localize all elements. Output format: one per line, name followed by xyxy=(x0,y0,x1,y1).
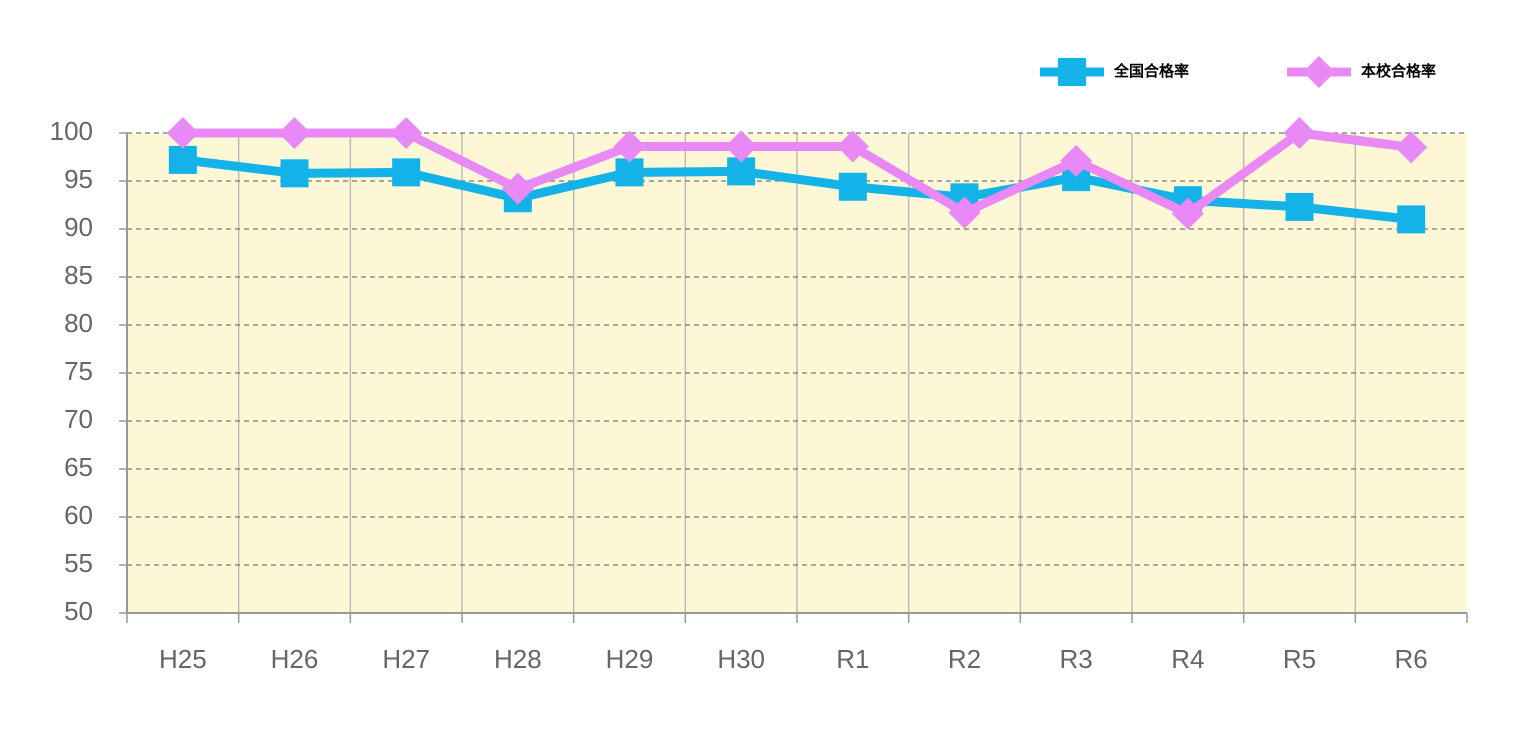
x-tick-label: H25 xyxy=(159,644,207,674)
y-tick-label: 55 xyxy=(64,548,93,578)
y-tick-label: 95 xyxy=(64,164,93,194)
legend-marker xyxy=(1303,56,1335,88)
data-point xyxy=(1285,192,1314,221)
data-point xyxy=(392,158,421,187)
data-point xyxy=(278,117,311,149)
x-tick-label: R2 xyxy=(948,644,981,674)
data-point xyxy=(390,117,423,149)
data-point xyxy=(1171,197,1204,230)
x-tick-label: H26 xyxy=(271,644,319,674)
series-line xyxy=(182,128,1412,219)
x-tick-label: H28 xyxy=(494,644,542,674)
data-point xyxy=(1395,131,1428,164)
x-tick-label: H30 xyxy=(717,644,765,674)
y-tick-label: 85 xyxy=(64,260,93,290)
legend-marker xyxy=(1058,58,1086,86)
data-point xyxy=(836,130,869,163)
data-point xyxy=(1060,144,1093,177)
data-point xyxy=(838,172,867,201)
data-point xyxy=(1283,117,1316,149)
data-point xyxy=(280,159,309,188)
legend-label: 全国合格率 xyxy=(1113,62,1189,80)
y-tick-label: 90 xyxy=(64,212,93,242)
data-point xyxy=(168,145,197,174)
y-tick-label: 60 xyxy=(64,500,93,530)
y-tick-label: 70 xyxy=(64,404,93,434)
data-point xyxy=(615,158,644,187)
data-point xyxy=(613,130,646,163)
data-point xyxy=(725,130,758,163)
y-tick-label: 65 xyxy=(64,452,93,482)
data-point xyxy=(501,172,534,205)
y-tick-label: 100 xyxy=(50,116,93,146)
x-tick-label: R5 xyxy=(1283,644,1316,674)
data-point xyxy=(166,117,199,149)
x-tick-label: H27 xyxy=(382,644,430,674)
x-tick-label: R6 xyxy=(1395,644,1428,674)
y-tick-label: 80 xyxy=(64,308,93,338)
x-tick-label: R1 xyxy=(836,644,869,674)
y-tick-label: 75 xyxy=(64,356,93,386)
x-tick-label: R4 xyxy=(1171,644,1204,674)
y-tick-label: 50 xyxy=(64,596,93,626)
legend-label: 本校合格率 xyxy=(1361,62,1436,80)
data-point xyxy=(948,196,981,229)
data-point xyxy=(1397,205,1426,234)
x-tick-label: R3 xyxy=(1060,644,1093,674)
x-tick-label: H29 xyxy=(606,644,654,674)
